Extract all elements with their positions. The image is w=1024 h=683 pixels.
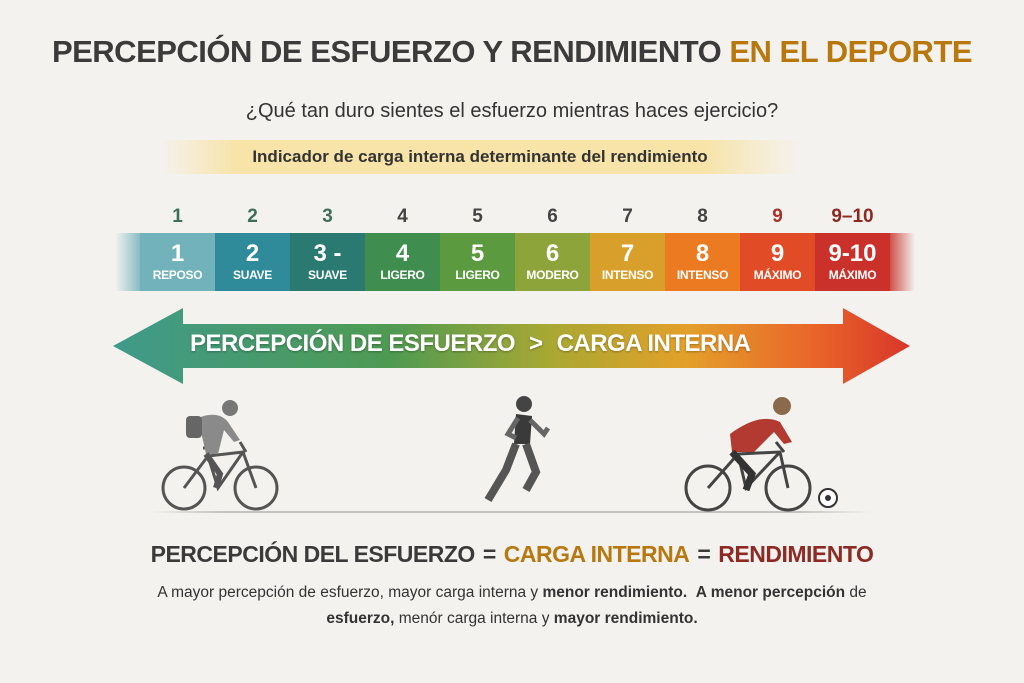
scale-segment: 9 MÁXIMO (740, 233, 815, 291)
text: A mayor percepción de esfuerzo, mayor ca… (157, 584, 543, 601)
scale-segment: 1 REPOSO (140, 233, 215, 291)
scale-segment: 6 MODERO (515, 233, 590, 291)
scale-label: MÁXIMO (828, 268, 877, 282)
text-bold: esfuerzo, (326, 610, 395, 627)
cyclist-intense-illustration (684, 397, 838, 512)
equation-perception: PERCEPCIÓN DEL ESFUERZO (150, 541, 476, 567)
body-line-2: esfuerzo, menór carga interna y mayor re… (0, 610, 1024, 628)
scale-number: 9-10 (828, 240, 877, 267)
body-line-1: A mayor percepción de esfuerzo, mayor ca… (0, 584, 1024, 602)
equation: PERCEPCIÓN DEL ESFUERZO = CARGA INTERNA = RE… (0, 541, 1024, 568)
cyclist-relaxed-illustration (161, 400, 279, 511)
arrow-left-label: PERCEPCIÓN DE ESFUERZO (190, 330, 516, 357)
scale-top-label: 4 (397, 206, 408, 227)
scale-number: 9 (770, 240, 785, 267)
scale-segment: 7 INTENSO (590, 233, 665, 291)
scale-number: 6 (545, 240, 560, 267)
scale-number: 5 (470, 240, 485, 267)
scale-label: REPOSO (152, 268, 203, 282)
page-title: PERCEPCIÓN DE ESFUERZO Y RENDIMIENTO EN … (0, 34, 1024, 70)
scale-label: INTENSO (676, 268, 729, 282)
title-main: PERCEPCIÓN DE ESFUERZO Y RENDIMIENTO (51, 34, 722, 69)
equation-performance: RENDIMIENTO (718, 541, 874, 567)
scale-top-label: 2 (247, 206, 258, 227)
equals-sign: = (697, 541, 711, 567)
text-bold: mayor rendimiento. (553, 610, 698, 627)
scale-segment: 9-10 MÁXIMO (815, 233, 890, 291)
scale-top-label: 3 (322, 206, 333, 227)
subtitle: ¿Qué tan duro sientes el esfuerzo mientr… (245, 100, 779, 122)
ground-line (150, 511, 870, 513)
arrow-right-label: CARGA INTERNA (556, 330, 751, 357)
scale-top-label: 1 (172, 206, 183, 227)
scale-top-label: 9–10 (831, 206, 874, 227)
scale-segment: 8 INTENSO (665, 233, 740, 291)
arrow-symbol: > (529, 330, 543, 357)
scale-top-label: 8 (697, 206, 708, 227)
equation-load: CARGA INTERNA (503, 541, 690, 567)
title-accent: EN EL DEPORTE (729, 34, 973, 69)
double-arrow (113, 308, 910, 384)
scale-label: SUAVE (233, 268, 272, 282)
scale-number: 4 (395, 240, 410, 267)
equals-sign: = (482, 541, 496, 567)
scale-top-label: 6 (547, 206, 558, 227)
scale-top-label: 7 (622, 206, 633, 227)
runner-illustration (484, 396, 551, 503)
banner: Indicador de carga interna determinante … (160, 140, 800, 174)
scale-label: MÁXIMO (753, 268, 802, 282)
text (687, 584, 696, 601)
scale-segment: 4 LIGERO (365, 233, 440, 291)
scale-number: 8 (695, 240, 710, 267)
scale-segment: 2 SUAVE (215, 233, 290, 291)
scale-number: 7 (620, 240, 635, 267)
scale-label: MODERO (526, 268, 579, 282)
scale-top-label: 9 (772, 206, 783, 227)
text-bold: A menor percepción (695, 584, 846, 601)
text: de (845, 584, 867, 601)
arrow-label: PERCEPCIÓN DE ESFUERZO > CARGA INTERNA (190, 330, 790, 358)
scale-label: LIGERO (455, 268, 500, 282)
scale-top-label: 5 (472, 206, 483, 227)
scale-number: 1 (170, 240, 185, 267)
scale-number: 2 (245, 240, 260, 267)
scale-label: INTENSO (601, 268, 654, 282)
scale-label: LIGERO (380, 268, 425, 282)
text: menór carga interna y (394, 610, 554, 627)
scale-label: SUAVE (308, 268, 347, 282)
scale-segment: 5 LIGERO (440, 233, 515, 291)
scale-fade-left (115, 233, 145, 291)
scale-fade-right (885, 233, 915, 291)
scale-top-labels: 1 2 3 4 5 6 7 8 9 9–10 (140, 206, 890, 228)
scale-number: 3 - (313, 240, 342, 267)
effort-scale: 1 REPOSO 2 SUAVE 3 - SUAVE 4 LIGERO 5 LIGERO 6 MODE… (115, 233, 915, 291)
scale-segment: 3 - SUAVE (290, 233, 365, 291)
text-bold: menor rendimiento. (542, 584, 688, 601)
